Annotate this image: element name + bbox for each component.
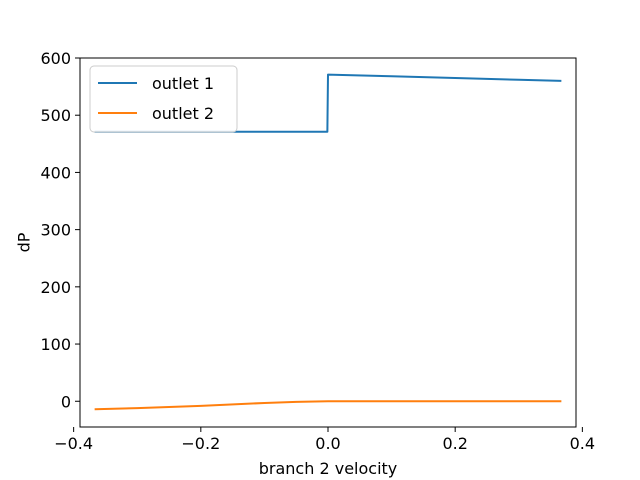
x-axis-ticks: −0.4 −0.2 0.0 0.2 0.4 [54,427,595,453]
series-line-outlet-2 [94,400,562,411]
legend-label: outlet 2 [152,104,214,123]
y-tick-label: 0 [61,392,71,411]
y-axis-ticks: 0 100 200 300 400 500 600 [40,49,80,411]
legend-label: outlet 1 [152,74,214,93]
x-tick-label: 0.4 [570,434,595,453]
x-tick-label: −0.4 [54,434,93,453]
y-axis-label: dP [15,232,34,252]
y-tick-label: 300 [40,221,71,240]
x-tick-label: −0.2 [181,434,220,453]
legend: outlet 1 outlet 2 [89,65,238,133]
y-tick-label: 500 [40,106,71,125]
y-tick-label: 200 [40,278,71,297]
x-tick-label: 0.2 [442,434,467,453]
y-tick-label: 400 [40,163,71,182]
y-tick-label: 600 [40,49,71,68]
y-tick-label: 100 [40,335,71,354]
x-tick-label: 0.0 [315,434,340,453]
x-axis-label: branch 2 velocity [259,459,398,478]
